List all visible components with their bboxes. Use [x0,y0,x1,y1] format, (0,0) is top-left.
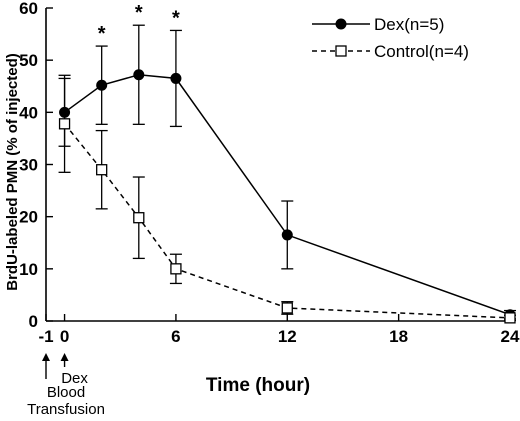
data-point [133,69,145,81]
x-tick-label: 0 [60,327,69,346]
annotation-arrow-head [60,353,69,361]
x-tick-label: 6 [171,327,180,346]
x-axis-label: Time (hour) [206,375,310,396]
significance-star: * [98,23,106,45]
annotation-label: Transfusion [27,401,105,418]
y-tick-label: 30 [19,156,38,175]
y-axis-label: BrdU-labeled PMN (% of injected) [4,53,21,291]
data-point [58,118,71,130]
y-tick-label: 50 [19,51,38,70]
y-tick-label: 40 [19,103,38,122]
x-tick-label: 18 [389,327,408,346]
data-point [170,72,182,84]
data-point [281,302,293,314]
x-tick-label: 12 [278,327,297,346]
legend-label: Dex(n=5) [374,15,444,34]
data-point [170,263,182,275]
y-tick-label: 0 [29,312,38,331]
data-point [504,312,516,324]
error-bars [58,24,516,322]
data-point [96,79,108,91]
y-tick-label: 20 [19,208,38,227]
annotation-arrow-head [42,353,50,361]
significance-star: * [172,7,180,29]
significance-star: * [135,2,143,24]
x-tick-label: -1 [38,327,53,346]
data-markers [58,69,516,324]
legend-label: Control(n=4) [374,42,469,61]
series-line-0 [64,74,511,316]
legend: Dex(n=5) Control(n=4) [312,15,469,61]
data-point [133,212,145,224]
annotation-label: Dex [61,370,88,387]
y-tick-label: 10 [19,260,38,279]
legend-marker [335,18,347,30]
x-tick-label: 24 [501,327,520,346]
y-tick-label: 60 [19,0,38,18]
legend-marker [335,45,347,57]
annotation-label: Blood [47,384,85,401]
series-line-1 [64,123,511,319]
significance-marks: * * * [98,2,180,45]
data-point [281,229,293,241]
data-point [96,164,108,176]
data-point [59,106,71,118]
series-lines [64,74,511,319]
